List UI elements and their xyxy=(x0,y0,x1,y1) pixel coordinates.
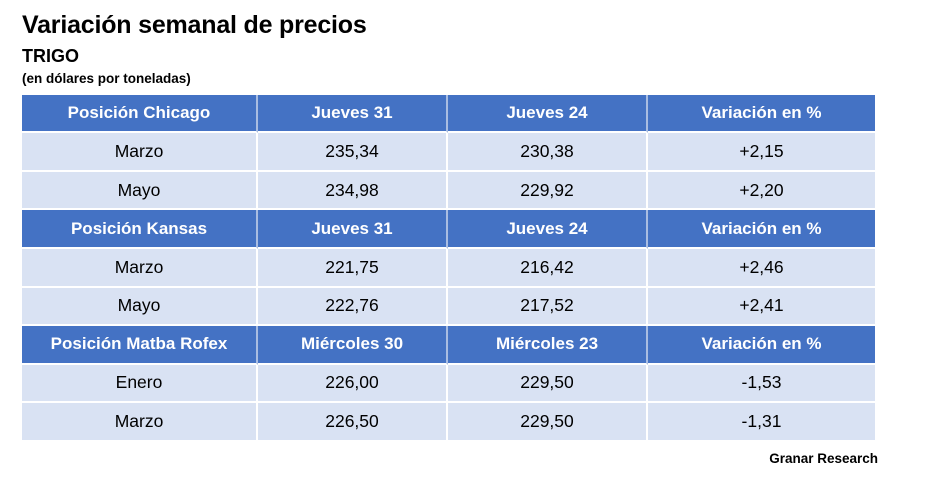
commodity-subtitle: TRIGO xyxy=(22,46,79,66)
column-header-cell: Miércoles 30 xyxy=(258,326,448,365)
variation-cell: -1,31 xyxy=(648,403,875,442)
column-header-cell: Jueves 24 xyxy=(448,94,648,134)
contract-month-cell: Marzo xyxy=(22,403,258,442)
table-row: Enero 226,00 229,50 -1,53 xyxy=(22,364,875,404)
column-header-cell: Variación en % xyxy=(648,210,875,249)
price-cell: 221,75 xyxy=(258,248,448,288)
contract-month-cell: Marzo xyxy=(22,133,258,172)
unit-note: (en dólares por toneladas) xyxy=(22,70,191,86)
contract-month-cell: Mayo xyxy=(22,171,258,211)
section-header-row: Posición Kansas Jueves 31 Jueves 24 Variaci… xyxy=(22,210,875,249)
column-header-cell: Miércoles 23 xyxy=(448,326,648,365)
section-title-cell: Posición Chicago xyxy=(22,94,258,134)
contract-month-cell: Enero xyxy=(22,364,258,404)
column-header-cell: Jueves 31 xyxy=(258,210,448,249)
price-cell: 230,38 xyxy=(448,133,648,172)
price-cell: 229,50 xyxy=(448,403,648,442)
table-row: Marzo 221,75 216,42 +2,46 xyxy=(22,248,875,288)
variation-cell: +2,41 xyxy=(648,287,875,327)
price-cell: 226,00 xyxy=(258,364,448,404)
variation-cell: +2,20 xyxy=(648,171,875,211)
variation-cell: +2,15 xyxy=(648,133,875,172)
price-cell: 216,42 xyxy=(448,248,648,288)
price-cell: 222,76 xyxy=(258,287,448,327)
price-cell: 217,52 xyxy=(448,287,648,327)
price-cell: 234,98 xyxy=(258,171,448,211)
section-title-cell: Posición Matba Rofex xyxy=(22,326,258,365)
table-row: Marzo 235,34 230,38 +2,15 xyxy=(22,133,875,172)
column-header-cell: Variación en % xyxy=(648,94,875,134)
contract-month-cell: Marzo xyxy=(22,248,258,288)
contract-month-cell: Mayo xyxy=(22,287,258,327)
section-title-cell: Posición Kansas xyxy=(22,210,258,249)
title-block: Variación semanal de precios TRIGO (en d… xyxy=(0,0,932,87)
section-header-row: Posición Chicago Jueves 31 Jueves 24 Variac… xyxy=(22,94,875,134)
variation-cell: +2,46 xyxy=(648,248,875,288)
table-row: Mayo 234,98 229,92 +2,20 xyxy=(22,171,875,211)
price-cell: 226,50 xyxy=(258,403,448,442)
page-title: Variación semanal de precios xyxy=(22,11,367,39)
price-cell: 229,92 xyxy=(448,171,648,211)
column-header-cell: Variación en % xyxy=(648,326,875,365)
price-cell: 229,50 xyxy=(448,364,648,404)
variation-cell: -1,53 xyxy=(648,364,875,404)
source-credit: Granar Research xyxy=(769,450,878,466)
table-row: Marzo 226,50 229,50 -1,31 xyxy=(22,403,875,442)
price-table: Posición Chicago Jueves 31 Jueves 24 Variac… xyxy=(22,94,875,442)
column-header-cell: Jueves 24 xyxy=(448,210,648,249)
table-row: Mayo 222,76 217,52 +2,41 xyxy=(22,287,875,327)
section-header-row: Posición Matba Rofex Miércoles 30 Miércole… xyxy=(22,326,875,365)
column-header-cell: Jueves 31 xyxy=(258,94,448,134)
price-cell: 235,34 xyxy=(258,133,448,172)
